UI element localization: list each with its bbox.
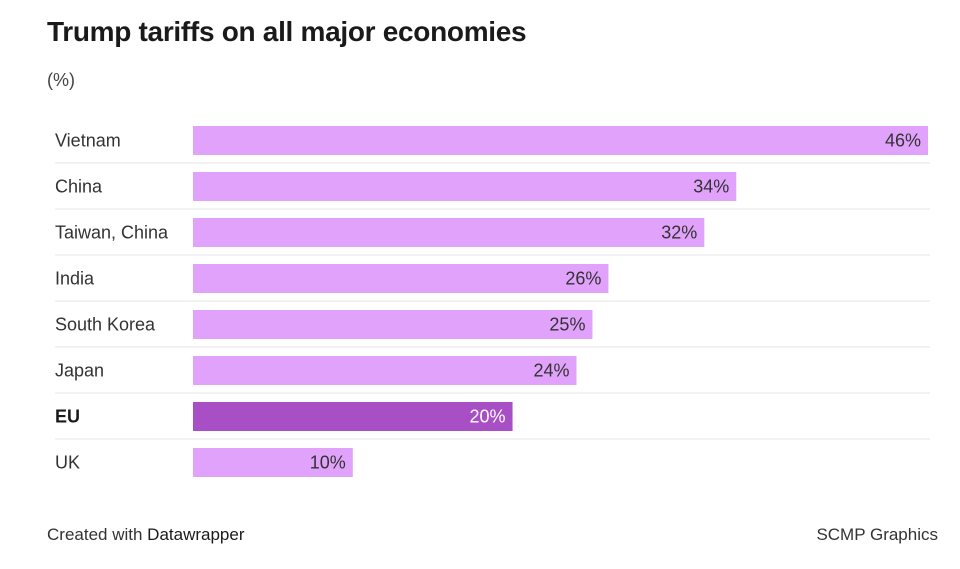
category-label-south-korea: South Korea [55, 315, 156, 335]
source-label: SCMP Graphics [816, 525, 938, 544]
datawrapper-link[interactable]: Datawrapper [147, 525, 245, 544]
value-label-uk: 10% [310, 453, 346, 473]
bar-uk[interactable] [193, 448, 353, 477]
chart-subtitle: (%) [47, 70, 75, 90]
value-label-taiwan-china: 32% [661, 223, 697, 243]
category-label-china: China [55, 177, 103, 197]
value-label-india: 26% [565, 269, 601, 289]
bar-japan[interactable] [193, 356, 577, 385]
value-label-south-korea: 25% [549, 315, 585, 335]
bar-india[interactable] [193, 264, 609, 293]
credit: Created with Datawrapper [47, 525, 245, 545]
credit-prefix: Created with [47, 525, 148, 544]
bar-vietnam[interactable] [193, 126, 928, 155]
bar-taiwan-china[interactable] [193, 218, 705, 247]
category-label-india: India [55, 269, 95, 289]
bar-south-korea[interactable] [193, 310, 593, 339]
bar-eu[interactable] [193, 402, 513, 431]
bar-china[interactable] [193, 172, 737, 201]
value-label-china: 34% [693, 177, 729, 197]
value-label-vietnam: 46% [885, 131, 921, 151]
value-label-japan: 24% [533, 361, 569, 381]
chart-title: Trump tariffs on all major economies [47, 16, 527, 47]
category-label-taiwan-china: Taiwan, China [55, 223, 169, 243]
category-label-vietnam: Vietnam [55, 131, 121, 151]
category-label-eu: EU [55, 407, 80, 427]
value-label-eu: 20% [470, 407, 506, 427]
category-label-uk: UK [55, 453, 80, 473]
category-label-japan: Japan [55, 361, 104, 381]
